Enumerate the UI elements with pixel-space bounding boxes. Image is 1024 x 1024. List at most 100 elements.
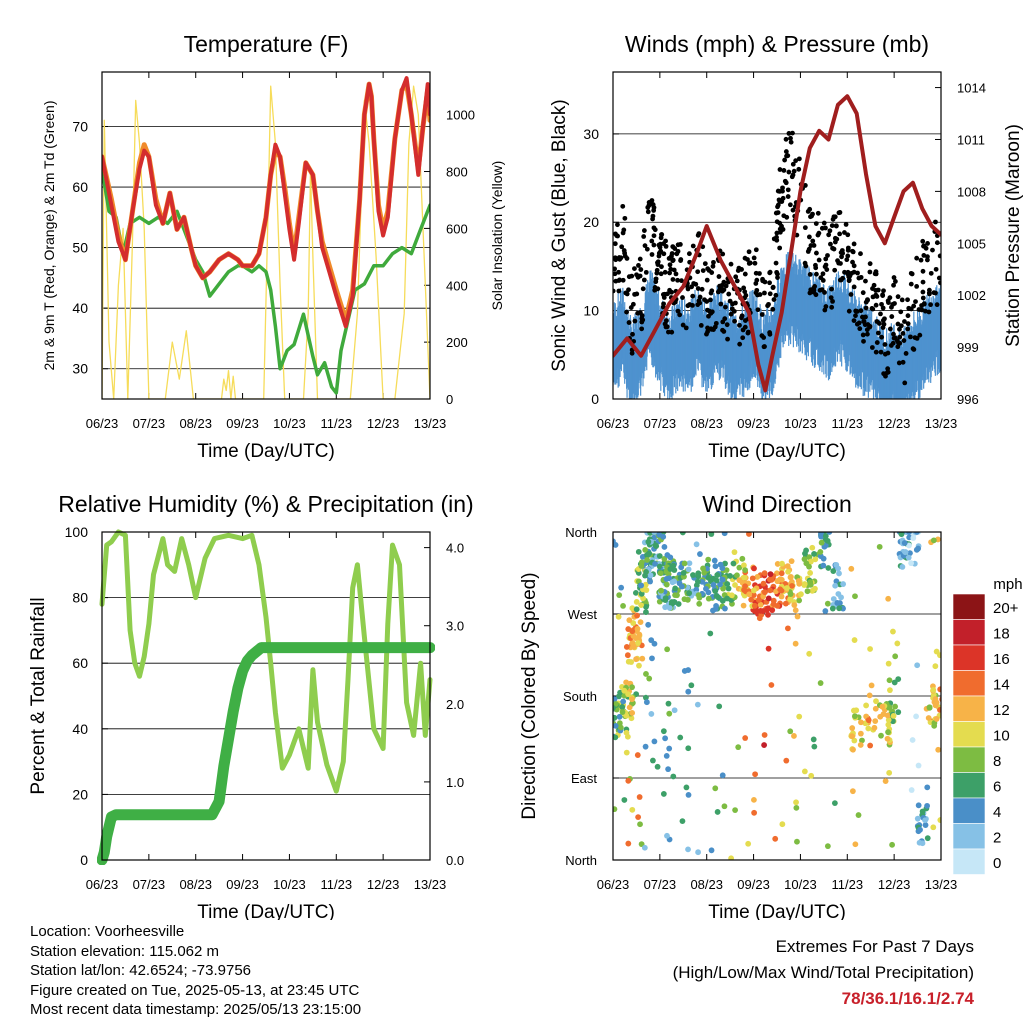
- gust-point: [851, 263, 857, 269]
- direction-point: [857, 742, 864, 748]
- gust-point: [869, 345, 875, 350]
- gust-point: [784, 153, 789, 159]
- direction-point: [824, 843, 831, 850]
- direction-point: [937, 707, 941, 713]
- gust-point: [784, 214, 790, 220]
- gust-point: [812, 284, 818, 289]
- gust-point: [670, 258, 676, 264]
- colorbar-label: 6: [993, 778, 1001, 795]
- direction-point: [787, 591, 794, 597]
- direction-point: [638, 563, 645, 569]
- y-tick-label: North: [565, 525, 597, 540]
- gust-point: [897, 326, 902, 332]
- gust-point: [708, 290, 714, 296]
- x-tick-label: 08/23: [179, 416, 212, 431]
- x-tick-label: 06/23: [86, 416, 119, 431]
- direction-point: [651, 534, 658, 541]
- direction-point: [850, 707, 857, 714]
- direction-point: [728, 855, 735, 860]
- gust-point: [917, 332, 923, 338]
- gust-point: [854, 321, 860, 327]
- direction-point: [761, 732, 768, 738]
- gust-point: [808, 287, 814, 293]
- direction-point: [719, 576, 726, 583]
- direction-point: [621, 797, 628, 803]
- gust-point: [870, 306, 876, 312]
- x-tick-label: 06/23: [597, 416, 630, 431]
- direction-point: [808, 772, 815, 779]
- gust-point: [853, 313, 858, 319]
- direction-point: [618, 584, 625, 591]
- y-tick-label-right: 0: [446, 392, 453, 407]
- direction-point: [677, 734, 684, 741]
- gust-point: [933, 266, 939, 272]
- gust-point: [762, 290, 767, 296]
- direction-point: [624, 652, 631, 659]
- colorbar-label: 14: [993, 676, 1010, 693]
- direction-point: [717, 581, 723, 588]
- direction-point: [695, 849, 702, 856]
- gust-point: [895, 294, 901, 300]
- plot-area: [102, 76, 430, 399]
- gust-point: [892, 279, 898, 284]
- direction-point: [623, 712, 630, 719]
- direction-point: [742, 583, 749, 590]
- direction-point: [714, 572, 721, 578]
- gust-point: [695, 286, 701, 291]
- direction-point: [651, 640, 658, 647]
- direction-point: [765, 645, 772, 652]
- direction-point: [629, 806, 636, 813]
- direction-point: [647, 578, 654, 585]
- direction-point: [629, 605, 636, 612]
- gust-point: [850, 249, 856, 255]
- gust-point: [650, 213, 656, 219]
- gust-point: [672, 246, 678, 251]
- x-tick-label: 13/23: [925, 416, 958, 431]
- gust-point: [704, 277, 710, 283]
- direction-point: [826, 532, 833, 535]
- gust-point: [870, 286, 875, 291]
- gust-point: [774, 230, 780, 236]
- gust-point: [921, 253, 927, 258]
- direction-point: [924, 802, 930, 809]
- gust-point: [613, 266, 617, 272]
- gust-point: [780, 227, 786, 232]
- plot-frame: [101, 71, 431, 400]
- gust-point: [658, 248, 664, 254]
- gust-point: [907, 334, 913, 340]
- direction-point: [754, 574, 761, 580]
- gust-point: [737, 341, 743, 347]
- direction-point: [625, 777, 632, 784]
- gust-point: [823, 262, 829, 268]
- y-tick-label: 10: [583, 303, 599, 319]
- direction-point: [651, 738, 658, 745]
- gust-point: [802, 183, 808, 188]
- gust-point: [908, 306, 914, 312]
- direction-point: [871, 724, 878, 731]
- direction-point: [884, 712, 891, 719]
- direction-point: [685, 792, 692, 798]
- direction-point: [914, 662, 921, 669]
- direction-point: [644, 551, 651, 558]
- gust-point: [626, 320, 632, 325]
- gust-point: [810, 238, 816, 244]
- gust-point: [880, 318, 886, 323]
- gust-point: [892, 301, 897, 306]
- y-tick-label: East: [571, 771, 597, 786]
- gust-point: [661, 301, 666, 307]
- gust-point: [790, 130, 795, 136]
- direction-point: [890, 712, 897, 719]
- direction-point: [878, 732, 884, 739]
- gust-point: [874, 319, 880, 324]
- direction-point: [840, 581, 847, 587]
- direction-point: [930, 824, 937, 831]
- direction-point: [830, 596, 837, 602]
- gust-point: [637, 256, 643, 262]
- gust-point: [829, 286, 834, 292]
- direction-point: [661, 544, 668, 550]
- plot-area: [613, 532, 941, 860]
- direction-point: [917, 826, 923, 833]
- direction-point: [750, 587, 757, 594]
- gust-point: [635, 274, 641, 280]
- direction-point: [804, 588, 811, 595]
